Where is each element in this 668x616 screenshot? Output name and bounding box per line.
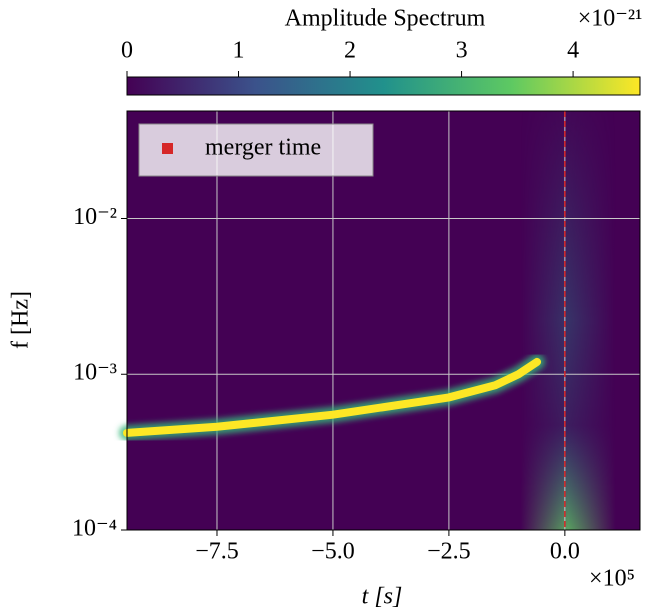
colorbar-tick-label: 1 (233, 38, 245, 64)
y-tick-label: 10⁻² (73, 204, 117, 230)
plot-frame (126, 110, 641, 531)
x-tick-label: −5.0 (311, 539, 355, 565)
colorbar-offset: ×10⁻²¹ (578, 6, 643, 32)
y-tick-label: 10⁻⁴ (72, 516, 117, 542)
legend-marker (162, 143, 173, 154)
legend (138, 123, 374, 177)
colorbar (126, 76, 641, 96)
x-axis-label: t [s] (362, 584, 403, 610)
colorbar-tick-label: 3 (456, 38, 468, 64)
x-offset: ×10⁵ (589, 566, 635, 592)
colorbar-tick-label: 4 (567, 38, 579, 64)
y-axis-label: f [Hz] (8, 291, 34, 349)
x-tick-label: 0.0 (550, 539, 580, 565)
track (123, 357, 542, 437)
colorbar-tick-label: 0 (121, 38, 133, 64)
legend-label: merger time (205, 135, 321, 161)
colorbar-tick-label: 2 (344, 38, 356, 64)
plot-area (119, 111, 640, 531)
post-merger-glow (520, 111, 616, 530)
colorbar-label: Amplitude Spectrum (285, 6, 486, 32)
x-tick-label: −2.5 (427, 539, 471, 565)
y-tick-label: 10⁻³ (73, 360, 117, 386)
x-tick-label: −7.5 (195, 539, 239, 565)
